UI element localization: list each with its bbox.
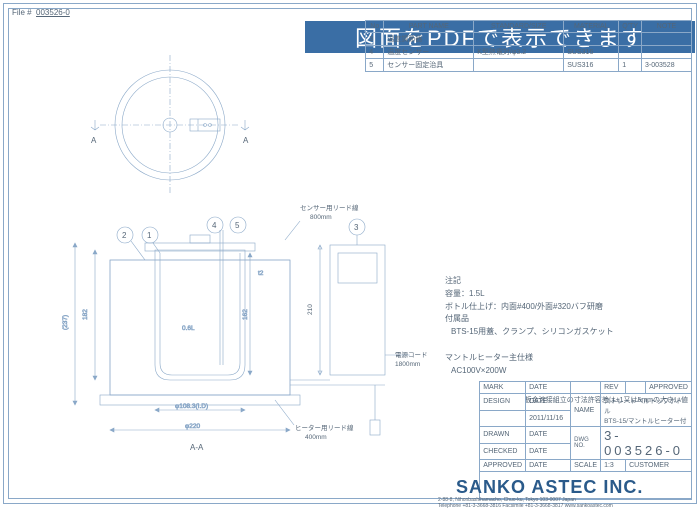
svg-text:t2: t2: [258, 270, 264, 277]
svg-text:ヒーター用リード線: ヒーター用リード線: [295, 423, 354, 432]
svg-text:0.6L: 0.6L: [182, 325, 195, 332]
svg-text:(237): (237): [62, 315, 69, 330]
section-label: A-A: [190, 443, 204, 452]
svg-text:電源コード: 電源コード: [395, 350, 428, 359]
section-mark-a: A: [243, 136, 249, 145]
balloon-4: 4: [207, 217, 223, 233]
svg-text:5: 5: [235, 221, 240, 230]
svg-text:210: 210: [307, 304, 314, 315]
svg-text:2: 2: [122, 231, 127, 240]
drawing-notes: 注記 容量：1.5L ボトル仕上げ：内面#400/外面#320バフ研磨 付属品 …: [445, 275, 614, 377]
svg-text:1800mm: 1800mm: [395, 361, 420, 368]
footer-address: 2-88-8, Nihonbashihamacho, Chuo-ku, Toky…: [438, 498, 688, 509]
svg-text:センサー用リード線: センサー用リード線: [300, 203, 359, 212]
balloon-3: 3: [349, 219, 365, 245]
section-view: φ108.3(I.D) φ220 182 (237) 162 t2 0.6L A…: [62, 217, 300, 452]
svg-text:4: 4: [212, 221, 217, 230]
top-view: A A: [91, 55, 249, 195]
svg-text:162: 162: [242, 309, 249, 320]
svg-text:400mm: 400mm: [305, 434, 327, 441]
svg-text:φ108.3(I.D): φ108.3(I.D): [175, 403, 208, 410]
svg-text:800mm: 800mm: [310, 214, 332, 221]
svg-text:182: 182: [82, 309, 89, 320]
company-logo: SANKO ASTEC INC.: [456, 476, 686, 498]
svg-text:SANKO ASTEC INC.: SANKO ASTEC INC.: [456, 477, 643, 497]
svg-text:1: 1: [147, 231, 152, 240]
svg-text:3: 3: [354, 223, 359, 232]
svg-text:φ220: φ220: [185, 423, 200, 430]
section-mark-a: A: [91, 136, 97, 145]
balloon-2: 2: [117, 227, 145, 260]
balloon-5: 5: [230, 217, 246, 233]
balloon-1: 1: [142, 227, 160, 253]
